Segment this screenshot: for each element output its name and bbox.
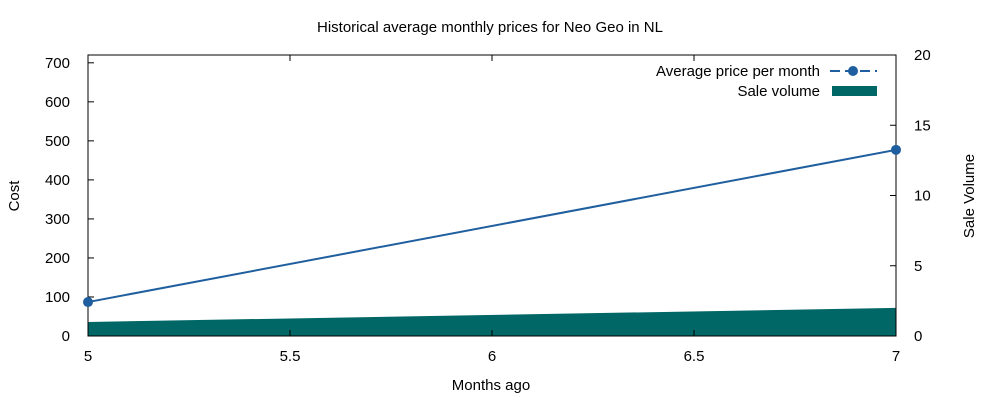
y-tick-label: 600 (45, 94, 70, 111)
y-tick-label: 700 (45, 55, 70, 72)
y-tick-label: 0 (62, 328, 70, 345)
price-point (891, 144, 901, 155)
area-layer (88, 307, 896, 336)
x-tick-label: 5 (84, 348, 92, 365)
y-tick-label: 300 (45, 211, 70, 228)
legend: Average price per month Sale volume (656, 63, 877, 100)
y-tick-label: 400 (45, 172, 70, 189)
legend-swatch-volume (832, 86, 877, 96)
x-tick-label: 7 (892, 348, 900, 365)
y2-tick-label: 15 (914, 117, 931, 134)
legend-label-price: Average price per month (656, 63, 820, 80)
price-line (87, 148, 897, 304)
legend-label-volume: Sale volume (737, 83, 820, 100)
y-tick-label: 500 (45, 133, 70, 150)
y-axis-label: Cost (6, 180, 23, 212)
y-tick-label: 100 (45, 289, 70, 306)
chart-title: Historical average monthly prices for Ne… (317, 19, 663, 36)
x-tick-label: 6 (488, 348, 496, 365)
x-axis-label: Months ago (452, 377, 530, 394)
y2-tick-label: 10 (914, 188, 931, 205)
y2-axis-label: Sale Volume (961, 154, 978, 238)
line-layer (83, 144, 901, 308)
price-point (83, 297, 93, 308)
y2-tick-label: 20 (914, 47, 931, 64)
sale-volume-area (88, 307, 896, 336)
y-tick-label: 200 (45, 250, 70, 267)
x-tick-label: 6.5 (684, 348, 705, 365)
y2-tick-label: 0 (914, 328, 922, 345)
legend-swatch-price-marker (848, 66, 858, 76)
x-tick-label: 5.5 (280, 348, 301, 365)
y2-tick-label: 5 (914, 258, 922, 275)
